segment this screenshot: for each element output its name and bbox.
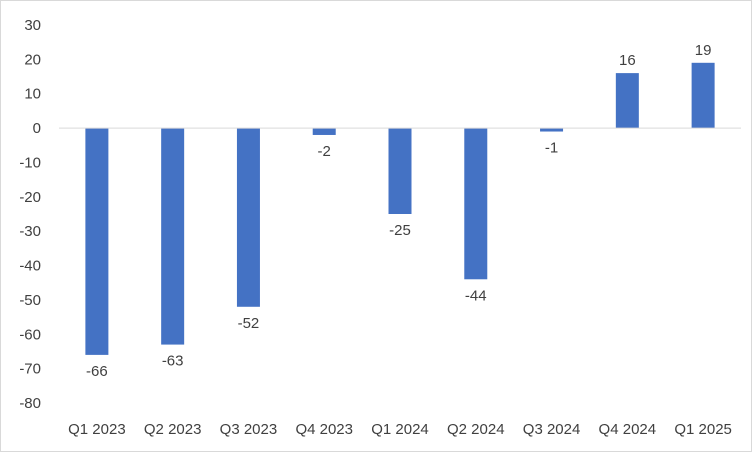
x-tick-label: Q1 2025: [674, 421, 732, 438]
x-tick-label: Q2 2023: [144, 421, 202, 438]
bar: [312, 128, 336, 135]
y-tick-label: 20: [24, 51, 41, 68]
x-tick-label: Q1 2024: [371, 421, 429, 438]
x-tick-label: Q1 2023: [68, 421, 126, 438]
bar-series: [85, 62, 715, 355]
data-label: 19: [695, 42, 712, 59]
y-tick-label: -40: [19, 258, 41, 275]
data-label: -1: [545, 140, 558, 157]
y-tick-label: 30: [24, 17, 41, 34]
y-tick-label: -10: [19, 154, 41, 171]
y-axis-tick-labels: 30 20 10 0 -10 -20 -30 -40 -50 -60 -70 -80: [19, 17, 41, 412]
data-label: -2: [318, 143, 331, 160]
y-tick-label: -80: [19, 395, 41, 412]
y-tick-label: -50: [19, 292, 41, 309]
y-tick-label: 10: [24, 86, 41, 103]
data-label: -63: [162, 353, 184, 370]
x-tick-label: Q3 2024: [523, 421, 581, 438]
y-tick-label: -60: [19, 326, 41, 343]
data-label: 16: [619, 52, 636, 69]
y-tick-label: 0: [33, 120, 41, 137]
data-label: -44: [465, 287, 487, 304]
bar: [691, 62, 715, 129]
bar: [464, 128, 488, 280]
x-tick-label: Q3 2023: [220, 421, 278, 438]
data-label: -52: [238, 315, 260, 332]
bar: [85, 128, 109, 355]
x-tick-label: Q4 2024: [599, 421, 657, 438]
bar: [540, 128, 564, 132]
y-tick-label: -70: [19, 361, 41, 378]
bar-data-labels: -66 -63 -52 -2 -25 -44 -1 16 19: [86, 42, 711, 380]
y-tick-label: -30: [19, 223, 41, 240]
data-label: -25: [389, 222, 411, 239]
data-label: -66: [86, 363, 108, 380]
y-tick-label: -20: [19, 189, 41, 206]
bar: [236, 128, 260, 307]
x-tick-label: Q4 2023: [295, 421, 353, 438]
bar: [615, 73, 639, 129]
x-tick-label: Q2 2024: [447, 421, 505, 438]
x-axis-tick-labels: Q1 2023 Q2 2023 Q3 2023 Q4 2023 Q1 2024 Q2 20…: [68, 421, 732, 438]
bar: [161, 128, 185, 345]
bar: [388, 128, 412, 214]
